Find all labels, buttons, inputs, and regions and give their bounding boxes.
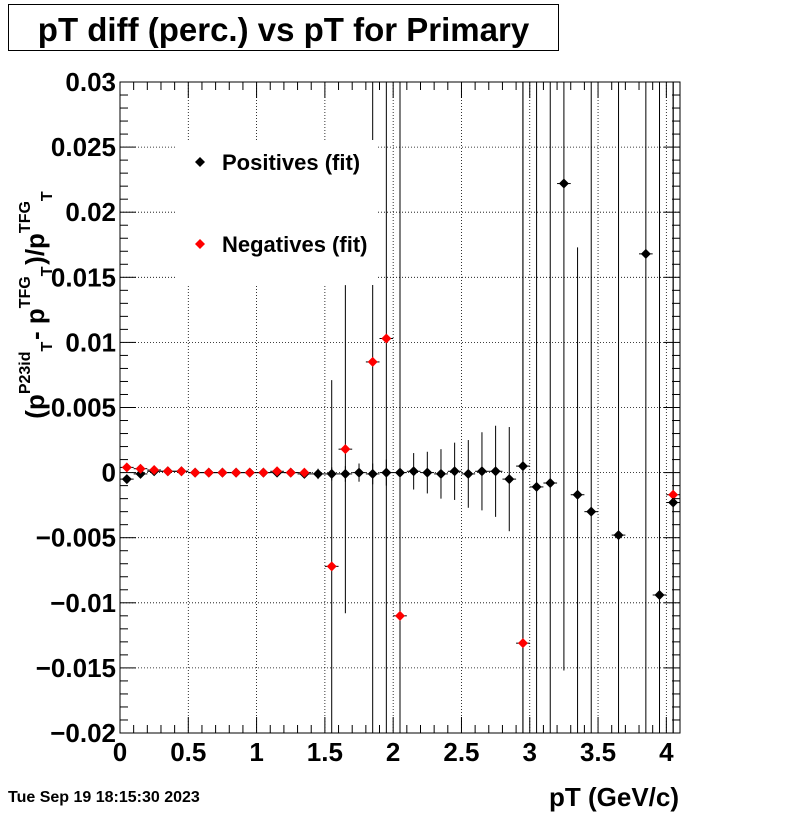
positives-marker [613, 530, 624, 541]
positives-marker [476, 466, 487, 477]
legend-label: Negatives (fit) [222, 232, 367, 257]
x-tick-label: 0.5 [170, 737, 206, 767]
y-tick-label: 0.03 [65, 67, 116, 97]
legend-label: Positives (fit) [222, 150, 360, 175]
positives-marker [654, 589, 665, 600]
positives-marker [640, 248, 651, 259]
positives-marker [135, 468, 146, 479]
positives-marker [545, 478, 556, 489]
y-tick-label: 0 [102, 458, 116, 488]
positives-marker [435, 468, 446, 479]
y-axis-label: (pP23idT - pTFGT )/pTFGT [17, 191, 56, 419]
positives-marker [367, 468, 378, 479]
negatives-marker [135, 463, 146, 474]
positives-marker [326, 468, 337, 479]
negatives-marker [121, 462, 132, 473]
negatives-marker [668, 489, 679, 500]
positives-marker [572, 489, 583, 500]
negatives-marker [395, 610, 405, 621]
y-tick-label: −0.02 [50, 718, 116, 748]
positives-marker [340, 468, 351, 479]
data-markers [121, 178, 679, 649]
x-axis-label: pT (GeV/c) [549, 782, 679, 812]
positives-marker [408, 466, 419, 477]
chart-title: pT diff (perc.) vs pT for Primary [37, 11, 530, 48]
negatives-marker [244, 467, 255, 478]
y-tick-label: 0.015 [51, 262, 116, 292]
positives-marker [531, 481, 542, 492]
positives-marker [313, 468, 324, 479]
positives-marker [517, 461, 528, 472]
y-tick-label: −0.01 [50, 588, 116, 618]
legend: Positives (fit) Negatives (fit) [176, 140, 376, 285]
positives-marker [121, 474, 132, 485]
title-box: pT diff (perc.) vs pT for Primary [8, 4, 559, 51]
negatives-marker [517, 638, 528, 649]
negatives-marker [217, 467, 228, 478]
positives-marker [449, 466, 460, 477]
legend-marker [195, 239, 205, 249]
negatives-marker [258, 467, 269, 478]
positives-marker [422, 467, 433, 478]
negatives-marker [162, 466, 173, 477]
negatives-marker [326, 561, 337, 572]
negatives-marker [231, 467, 242, 478]
negatives-marker [367, 356, 378, 367]
x-tick-label: 1.5 [307, 737, 343, 767]
negatives-marker [299, 467, 310, 478]
timestamp-footer: Tue Sep 19 18:15:30 2023 [8, 789, 200, 806]
negatives-marker [176, 466, 187, 477]
legend-box [176, 140, 376, 285]
y-tick-label: 0.02 [65, 197, 116, 227]
positives-marker [354, 467, 365, 478]
negatives-marker [340, 444, 351, 455]
positives-marker [668, 497, 679, 508]
tick-labels: 0 0.5 1 1.5 2 2.5 3 3.5 4 0.03 0.025 0.02 0.015 0.01 0… [36, 67, 674, 767]
y-tick-label: −0.015 [36, 653, 116, 683]
negatives-marker [272, 466, 283, 477]
y-tick-label: 0.01 [65, 327, 116, 357]
negatives-marker [149, 464, 160, 475]
x-tick-label: 1 [249, 737, 263, 767]
x-tick-label: 3 [523, 737, 537, 767]
negatives-marker [190, 467, 201, 478]
y-axis-label-text: (pP23idT - pTFGT )/pTFGT [17, 191, 56, 419]
x-tick-label: 0 [113, 737, 127, 767]
y-tick-label: 0.025 [51, 132, 116, 162]
negatives-marker [285, 467, 296, 478]
negatives-marker [203, 467, 214, 478]
y-tick-label: −0.005 [36, 523, 116, 553]
positives-marker [558, 178, 569, 189]
legend-marker [195, 157, 205, 167]
negatives-marker [381, 333, 392, 344]
positives-marker [463, 468, 474, 479]
positives-marker [395, 467, 405, 478]
x-tick-label: 4 [659, 737, 674, 767]
positives-marker [586, 506, 597, 517]
x-tick-label: 3.5 [580, 737, 616, 767]
x-tick-label: 2.5 [443, 737, 479, 767]
positives-marker [504, 474, 515, 485]
positives-marker [490, 466, 501, 477]
axis-ticks [119, 81, 680, 734]
y-tick-label: 0.005 [51, 393, 116, 423]
x-tick-label: 2 [386, 737, 400, 767]
positives-marker [381, 467, 392, 478]
